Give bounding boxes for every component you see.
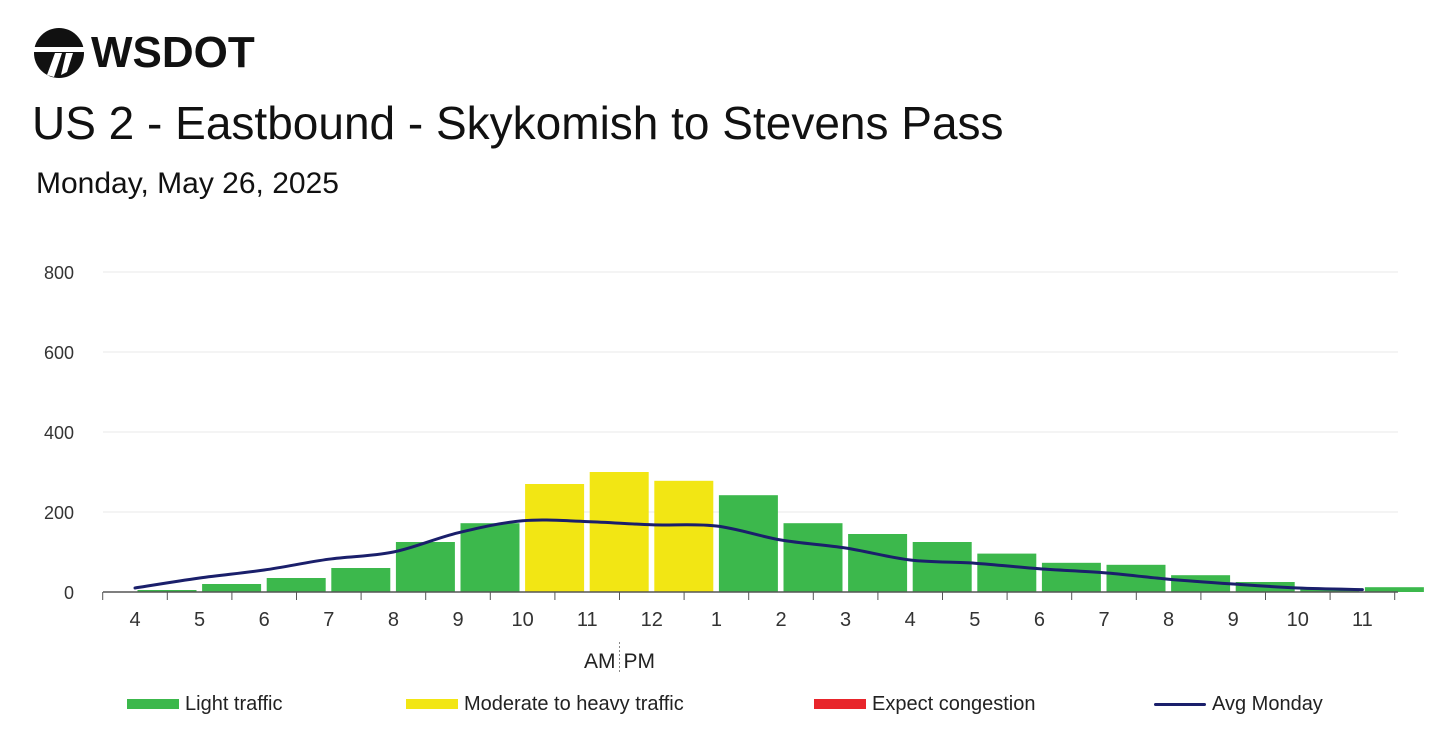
y-tick-label: 600 <box>44 343 74 363</box>
legend-item-moderate: Moderate to heavy traffic <box>406 690 684 718</box>
x-tick-label: 10 <box>1287 609 1309 631</box>
bar-light <box>202 584 262 592</box>
bar-moderate <box>525 484 585 592</box>
x-tick-label: 11 <box>577 609 598 631</box>
logo-text: WSDOT <box>91 28 255 77</box>
x-tick-label: 11 <box>1352 609 1373 631</box>
x-tick-label: 10 <box>511 609 533 631</box>
legend: Light traffic Moderate to heavy traffic … <box>0 690 1440 720</box>
bar-light <box>266 578 326 592</box>
x-tick-label: 8 <box>1163 609 1174 631</box>
x-tick-label: 9 <box>1228 609 1239 631</box>
x-tick-label: 1 <box>711 609 722 631</box>
page-title: US 2 - Eastbound - Skykomish to Stevens … <box>32 97 1004 149</box>
legend-label-light: Light traffic <box>185 692 283 715</box>
x-tick-label: 4 <box>905 609 916 631</box>
bar-light <box>977 553 1037 592</box>
x-tick-label: 5 <box>969 609 980 631</box>
legend-swatch-congestion <box>814 699 866 709</box>
x-tick-label: 12 <box>641 609 663 631</box>
bar-light <box>1364 587 1424 592</box>
y-tick-label: 0 <box>64 583 74 603</box>
legend-swatch-light <box>127 699 179 709</box>
legend-swatch-moderate <box>406 699 458 709</box>
bar-light <box>137 590 197 592</box>
x-tick-label: 8 <box>388 609 399 631</box>
legend-item-avg: Avg Monday <box>1154 690 1323 718</box>
bar-light <box>460 523 520 592</box>
bar-light <box>331 568 391 592</box>
bar-moderate <box>654 480 714 592</box>
legend-label-congestion: Expect congestion <box>872 692 1036 715</box>
bar-light <box>912 542 972 592</box>
legend-label-avg: Avg Monday <box>1212 692 1323 715</box>
bar-light <box>783 523 843 592</box>
x-tick-label: 9 <box>452 609 463 631</box>
y-tick-label: 800 <box>44 263 74 283</box>
wsdot-emblem-icon <box>33 28 85 78</box>
page-subtitle: Monday, May 26, 2025 <box>36 167 339 200</box>
x-tick-label: 7 <box>1098 609 1109 631</box>
y-tick-label: 200 <box>44 503 74 523</box>
x-tick-label: 4 <box>129 609 140 631</box>
bar-light <box>848 534 908 592</box>
am-label: AM <box>584 650 616 673</box>
bar-light <box>1041 562 1101 592</box>
bar-light <box>718 495 778 592</box>
legend-item-light: Light traffic <box>127 690 282 718</box>
x-tick-label: 6 <box>1034 609 1045 631</box>
x-tick-label: 7 <box>323 609 334 631</box>
wsdot-logo: WSDOT <box>33 27 255 79</box>
y-tick-label: 400 <box>44 423 74 443</box>
bar-moderate <box>589 472 649 592</box>
avg-monday-line <box>133 518 1364 592</box>
x-tick-label: 5 <box>194 609 205 631</box>
x-tick-label: 3 <box>840 609 851 631</box>
pm-label: PM <box>624 650 656 673</box>
x-tick-label: 6 <box>259 609 270 631</box>
legend-line-avg <box>1154 702 1206 706</box>
legend-label-moderate: Moderate to heavy traffic <box>464 692 684 715</box>
x-tick-label: 2 <box>775 609 786 631</box>
legend-item-congestion: Expect congestion <box>814 690 1035 718</box>
